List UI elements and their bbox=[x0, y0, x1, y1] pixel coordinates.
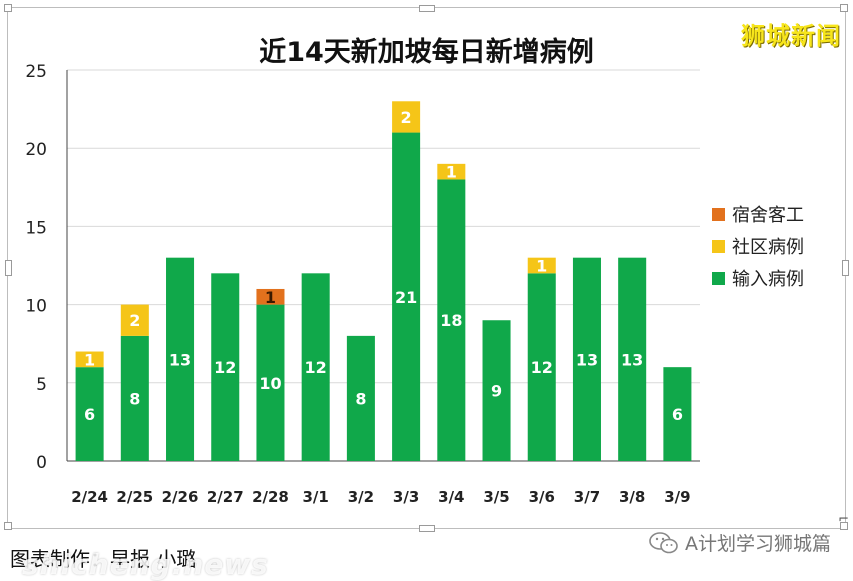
resize-handle-right[interactable] bbox=[842, 260, 849, 276]
x-tick-label: 2/26 bbox=[162, 488, 199, 506]
resize-handle-left[interactable] bbox=[5, 260, 12, 276]
bar-segment bbox=[256, 304, 285, 461]
legend-item-dorm: 宿舍客工 bbox=[712, 198, 804, 230]
legend-swatch-dorm bbox=[712, 207, 725, 221]
bar-segment bbox=[392, 101, 421, 133]
chart-title: 近14天新加坡每日新增病例 bbox=[259, 37, 594, 68]
bar-segment bbox=[346, 335, 375, 461]
watermark: shicheng.news bbox=[22, 548, 269, 581]
legend-label-community: 社区病例 bbox=[732, 237, 804, 258]
text-cursor-icon: ⌐ bbox=[838, 512, 849, 527]
x-tick-label: 3/7 bbox=[574, 488, 600, 506]
data-label: 9 bbox=[491, 382, 502, 401]
data-label: 10 bbox=[259, 374, 281, 393]
bar-segment bbox=[572, 257, 601, 461]
wechat-account[interactable]: A计划学习狮城篇 bbox=[649, 529, 831, 556]
bar-segment bbox=[618, 257, 647, 461]
bar-segment bbox=[75, 367, 104, 461]
wechat-account-name: A计划学习狮城篇 bbox=[685, 533, 831, 555]
data-label: 1 bbox=[265, 288, 276, 307]
x-tick-label: 3/8 bbox=[619, 488, 645, 506]
caption: 图表制作：早报 小璐 bbox=[10, 547, 197, 571]
data-label: 12 bbox=[214, 358, 236, 377]
data-label: 1 bbox=[84, 350, 95, 369]
data-label: 12 bbox=[531, 358, 553, 377]
data-label: 2 bbox=[401, 108, 412, 127]
data-label: 13 bbox=[621, 350, 643, 369]
x-tick-label: 3/6 bbox=[529, 488, 555, 506]
legend-label-dorm: 宿舍客工 bbox=[732, 205, 804, 226]
data-label: 21 bbox=[395, 288, 417, 307]
resize-handle-top-left[interactable] bbox=[4, 4, 12, 12]
bar-segment bbox=[663, 367, 692, 461]
x-tick-label: 2/28 bbox=[252, 488, 289, 506]
bar-segment bbox=[120, 335, 149, 461]
bar-segment bbox=[166, 257, 195, 461]
data-label: 8 bbox=[129, 389, 140, 408]
resize-handle-top[interactable] bbox=[419, 5, 435, 12]
y-tick-label: 0 bbox=[36, 453, 47, 473]
resize-handle-bottom-left[interactable] bbox=[4, 522, 12, 530]
y-tick-label: 15 bbox=[25, 218, 47, 238]
x-tick-label: 3/4 bbox=[438, 488, 464, 506]
y-tick-label: 10 bbox=[25, 297, 47, 317]
data-label: 13 bbox=[576, 350, 598, 369]
brand-logo: 狮城新闻 bbox=[741, 22, 841, 50]
legend-item-imported: 输入病例 bbox=[712, 262, 804, 294]
bar-segment bbox=[301, 273, 330, 461]
x-tick-label: 2/25 bbox=[116, 488, 153, 506]
bar-segment bbox=[392, 132, 421, 461]
x-tick-label: 2/27 bbox=[207, 488, 244, 506]
bar-segment bbox=[437, 163, 466, 180]
wechat-icon bbox=[649, 531, 678, 553]
legend-label-imported: 输入病例 bbox=[732, 269, 804, 290]
data-label: 6 bbox=[84, 405, 95, 424]
legend-swatch-imported bbox=[712, 271, 725, 285]
data-label: 13 bbox=[169, 350, 191, 369]
x-tick-label: 3/5 bbox=[483, 488, 509, 506]
bar-segment bbox=[211, 273, 240, 461]
x-tick-label: 3/1 bbox=[302, 488, 328, 506]
bar-segment bbox=[527, 257, 556, 274]
x-tick-label: 3/9 bbox=[664, 488, 690, 506]
y-tick-label: 5 bbox=[36, 375, 47, 395]
bar-segment bbox=[437, 179, 466, 462]
x-tick-label: 3/2 bbox=[348, 488, 374, 506]
data-label: 6 bbox=[672, 405, 683, 424]
bar-segment bbox=[527, 273, 556, 461]
y-tick-label: 20 bbox=[25, 140, 47, 160]
y-tick-label: 25 bbox=[25, 62, 47, 82]
bar-segment bbox=[75, 351, 104, 368]
x-tick-label: 3/3 bbox=[393, 488, 419, 506]
data-label: 18 bbox=[440, 311, 462, 330]
bar-segment bbox=[256, 288, 285, 305]
legend-item-community: 社区病例 bbox=[712, 230, 804, 262]
data-label: 1 bbox=[536, 257, 547, 276]
resize-handle-bottom[interactable] bbox=[419, 525, 435, 532]
resize-handle-bottom-right[interactable] bbox=[840, 522, 848, 530]
legend-swatch-community bbox=[712, 239, 725, 253]
data-label: 1 bbox=[446, 163, 457, 182]
bar-segment bbox=[482, 320, 511, 461]
data-label: 8 bbox=[355, 389, 366, 408]
data-label: 12 bbox=[305, 358, 327, 377]
data-label: 2 bbox=[129, 311, 140, 330]
bar-segment bbox=[120, 304, 149, 336]
chart-legend: 宿舍客工 社区病例 输入病例 bbox=[712, 198, 804, 294]
x-tick-label: 2/24 bbox=[71, 488, 108, 506]
resize-handle-top-right[interactable] bbox=[840, 4, 848, 12]
